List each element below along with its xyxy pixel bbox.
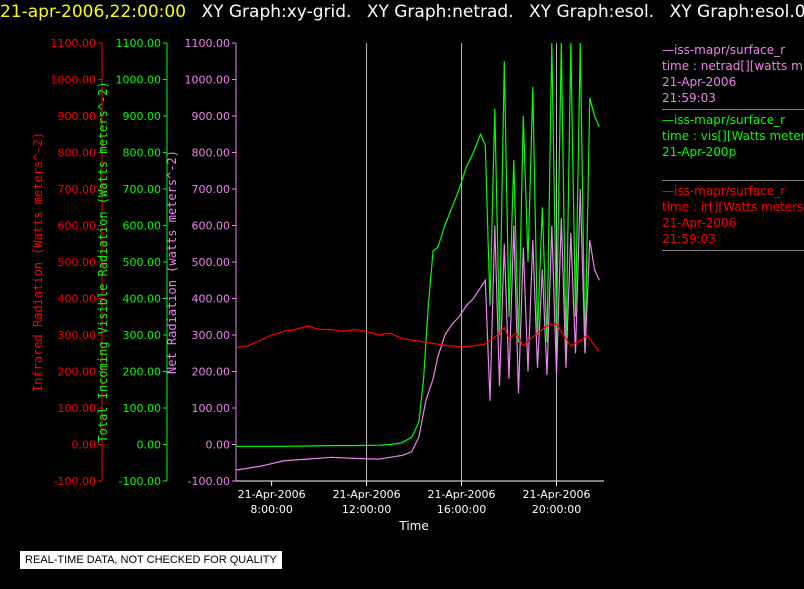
y-tick-label: 400.00 (123, 293, 162, 306)
y-tick-label: 400.00 (58, 293, 97, 306)
y-tick-label: 600.00 (123, 220, 162, 233)
legend-source: —iss-mapr/surface_r (662, 113, 786, 127)
legend-entry-ir[interactable]: —iss-mapr/surface_r time : ir[][Watts me… (662, 183, 804, 251)
quality-notice: REAL-TIME DATA, NOT CHECKED FOR QUALITY (20, 551, 282, 569)
header-bar: 21-apr-2006,22:00:00 XY Graph:xy-grid. X… (0, 2, 804, 26)
x-tick-date: 21-Apr-2006 (428, 488, 496, 501)
legend-entry-netrad[interactable]: —iss-mapr/surface_r time : netrad[][watt… (662, 42, 804, 110)
y-tick-label: 900.00 (123, 110, 162, 123)
legend-date: 21-Apr-2006 (662, 75, 737, 89)
y-tick-label: 1000.00 (51, 74, 97, 87)
series-line-1 (236, 42, 600, 447)
y-tick-label: 200.00 (192, 366, 231, 379)
legend-variable: time : netrad[][watts m (662, 59, 803, 73)
y-tick-label: 1100.00 (185, 37, 231, 50)
y-axis-label-1: Infrared Radiation (Watts meters^-2) (31, 132, 45, 392)
y-tick-label: -100.00 (54, 475, 96, 488)
y-tick-label: 800.00 (192, 147, 231, 160)
y-tick-label: 700.00 (58, 183, 97, 196)
graph-name-1[interactable]: XY Graph:xy-grid. (201, 2, 352, 22)
legend-variable: time : ir[][Watts meters (662, 200, 804, 214)
y-tick-label: 100.00 (192, 402, 231, 415)
y-tick-label: 0.00 (72, 439, 97, 452)
y-tick-label: 500.00 (58, 256, 97, 269)
x-tick-time: 12:00:00 (342, 503, 391, 516)
graph-name-4[interactable]: XY Graph:esol.0. (669, 2, 804, 22)
y-tick-label: 500.00 (192, 256, 231, 269)
y-tick-label: 400.00 (192, 293, 231, 306)
y-tick-label: 900.00 (192, 110, 231, 123)
legend-source: —iss-mapr/surface_r (662, 184, 786, 198)
x-tick-date: 21-Apr-2006 (333, 488, 401, 501)
legend: —iss-mapr/surface_r time : netrad[][watt… (662, 42, 804, 253)
graph-name-3[interactable]: XY Graph:esol. (529, 2, 655, 22)
x-tick-date: 21-Apr-2006 (238, 488, 306, 501)
y-tick-label: 500.00 (123, 256, 162, 269)
y-tick-label: 100.00 (58, 402, 97, 415)
axes-layer: -100.00 0.00 100.00 200.00 300.00 400.00 500.0… (31, 37, 604, 533)
legend-date: 21-Apr-200p (662, 145, 737, 159)
x-tick-time: 8:00:00 (250, 503, 292, 516)
y-tick-label: 600.00 (58, 220, 97, 233)
legend-entry-vis[interactable]: —iss-mapr/surface_r time : vis[][Watts m… (662, 112, 804, 181)
x-tick-time: 20:00:00 (532, 503, 581, 516)
graph-name-2[interactable]: XY Graph:netrad. (366, 2, 514, 22)
y-tick-label: 600.00 (192, 220, 231, 233)
y-tick-label: 700.00 (123, 183, 162, 196)
y-tick-label: 1100.00 (116, 37, 162, 50)
legend-date: 21-Apr-2006 (662, 216, 737, 230)
y-tick-label: 800.00 (123, 147, 162, 160)
timestamp: 21-apr-2006,22:00:00 (0, 2, 187, 22)
x-axis-label: Time (398, 519, 428, 533)
x-tick-time: 16:00:00 (437, 503, 486, 516)
y-tick-label: -100.00 (119, 475, 161, 488)
series-line-3 (235, 323, 600, 352)
y-tick-label: 100.00 (123, 402, 162, 415)
y-tick-label: 300.00 (192, 329, 231, 342)
y-tick-label: 1100.00 (51, 37, 97, 50)
legend-time: 21:59:03 (662, 91, 716, 105)
y-tick-label: 300.00 (58, 329, 97, 342)
y-tick-label: 800.00 (58, 147, 97, 160)
x-tick-date: 21-Apr-2006 (523, 488, 591, 501)
y-axis-label-3: Net Radiation (watts meters^-2) (165, 150, 179, 374)
series-line-2 (235, 188, 600, 471)
legend-source: —iss-mapr/surface_r (662, 43, 786, 57)
y-tick-label: -100.00 (188, 475, 230, 488)
y-tick-label: 0.00 (137, 439, 162, 452)
y-tick-label: 1000.00 (185, 74, 231, 87)
legend-variable: time : vis[][Watts meter (662, 129, 804, 143)
y-tick-label: 200.00 (58, 366, 97, 379)
y-tick-label: 700.00 (192, 183, 231, 196)
y-tick-label: 0.00 (206, 439, 231, 452)
y-tick-label: 200.00 (123, 366, 162, 379)
legend-time: 21:59:03 (662, 232, 716, 246)
y-tick-label: 300.00 (123, 329, 162, 342)
y-axis-label-2: Total Incoming Visible Radiation (Watts … (96, 81, 110, 442)
grid-layer (366, 43, 558, 481)
series-layer (235, 42, 600, 471)
y-tick-label: 1000.00 (116, 74, 162, 87)
y-tick-label: 900.00 (58, 110, 97, 123)
